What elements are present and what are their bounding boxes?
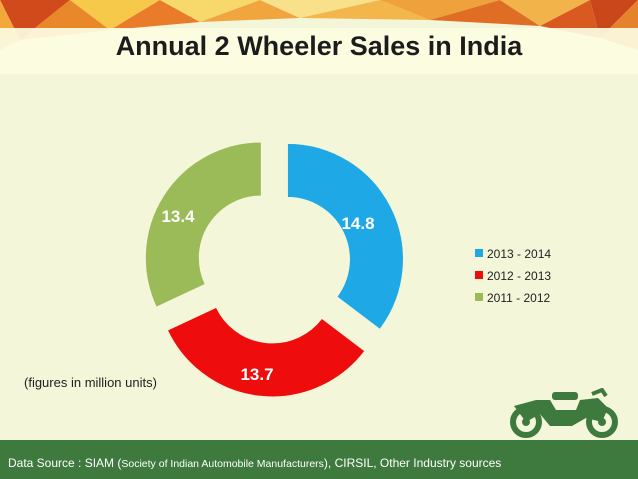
legend-swatch-2 bbox=[475, 271, 483, 279]
chart-legend: 2013 - 2014 2012 - 2013 2011 - 2012 bbox=[475, 247, 551, 305]
legend-swatch-1 bbox=[475, 249, 483, 257]
data-source-prefix: Data Source : SIAM ( bbox=[8, 456, 122, 470]
doughnut-slice-3 bbox=[144, 141, 262, 308]
data-source: Data Source : SIAM (Society of Indian Au… bbox=[8, 456, 501, 470]
legend-label-1: 2013 - 2014 bbox=[487, 247, 551, 261]
legend-swatch-3 bbox=[475, 293, 483, 301]
motorcycle-icon bbox=[510, 388, 618, 438]
legend-label-2: 2012 - 2013 bbox=[487, 269, 551, 283]
chart-slices bbox=[144, 141, 404, 398]
doughnut-slice-1 bbox=[286, 142, 404, 331]
legend-label-3: 2011 - 2012 bbox=[487, 291, 550, 305]
data-source-suffix: ), CIRSIL, Other Industry sources bbox=[323, 456, 502, 470]
footer: Data Source : SIAM (Society of Indian Au… bbox=[0, 440, 638, 479]
slice-value-label-1: 14.8 bbox=[341, 214, 374, 233]
slide-title: Annual 2 Wheeler Sales in India bbox=[115, 31, 523, 61]
units-note: (figures in million units) bbox=[24, 375, 157, 390]
doughnut-slice-2 bbox=[166, 306, 366, 398]
slice-value-label-2: 13.7 bbox=[240, 365, 273, 384]
chart-value-labels: 14.8 13.7 13.4 bbox=[161, 207, 374, 384]
slice-value-label-3: 13.4 bbox=[161, 207, 195, 226]
title-bar bbox=[0, 28, 638, 74]
data-source-org: Society of Indian Automobile Manufacture… bbox=[121, 458, 324, 470]
